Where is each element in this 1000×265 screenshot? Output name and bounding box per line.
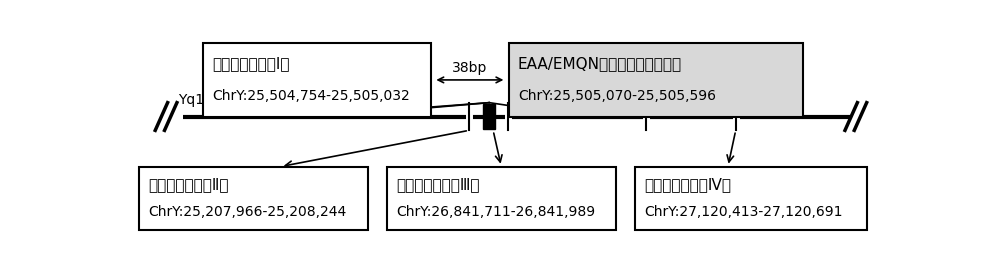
Text: EAA/EMQN推荐方法检测位置：: EAA/EMQN推荐方法检测位置： [518, 56, 682, 71]
Bar [509, 43, 803, 117]
Text: ChrY:26,841,711-26,841,989: ChrY:26,841,711-26,841,989 [396, 205, 595, 219]
Text: 38bp: 38bp [452, 60, 488, 74]
Text: ChrY:25,504,754-25,505,032: ChrY:25,504,754-25,505,032 [212, 89, 410, 103]
Text: Yq11.223-Yq11.23: Yq11.223-Yq11.23 [178, 93, 303, 107]
Text: 本发明检测位置Ⅱ：: 本发明检测位置Ⅱ： [148, 177, 229, 192]
Text: 本发明检测位置Ⅲ：: 本发明检测位置Ⅲ： [396, 177, 480, 192]
Text: 本发明检测位置Ⅳ：: 本发明检测位置Ⅳ： [644, 177, 731, 192]
Bar [139, 166, 368, 230]
Bar [202, 43, 431, 117]
Bar [635, 166, 867, 230]
Bar [387, 166, 616, 230]
Text: ChrY:25,505,070-25,505,596: ChrY:25,505,070-25,505,596 [518, 89, 716, 103]
Bar [483, 104, 495, 129]
Text: ChrY:27,120,413-27,120,691: ChrY:27,120,413-27,120,691 [644, 205, 843, 219]
Text: 本发明检测位置Ⅰ：: 本发明检测位置Ⅰ： [212, 56, 289, 71]
Text: ChrY:25,207,966-25,208,244: ChrY:25,207,966-25,208,244 [148, 205, 347, 219]
